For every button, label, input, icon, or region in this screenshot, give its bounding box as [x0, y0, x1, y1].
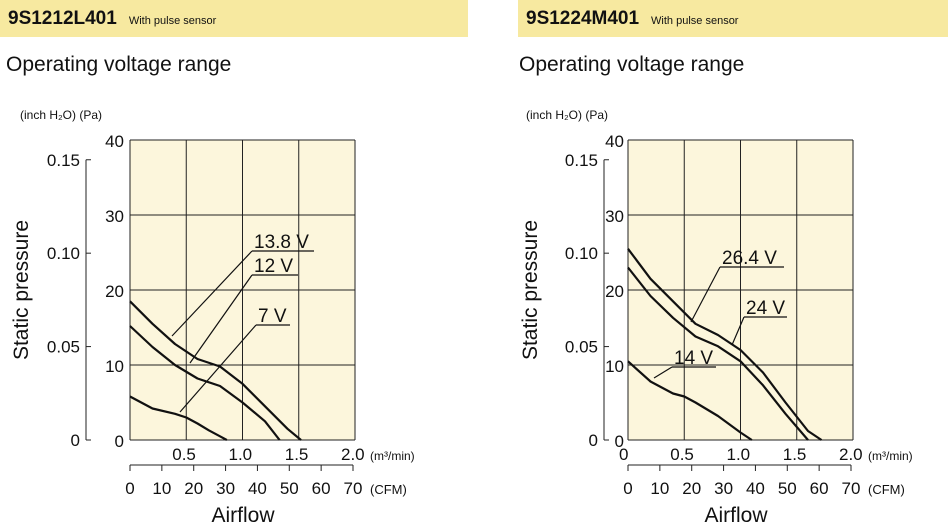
inch-tick-label: 0 [71, 431, 80, 450]
panel-right: 9S1224M401 With pulse sensor Operating vo… [474, 0, 948, 528]
x-tick-label: 0.5 [172, 445, 196, 464]
x-tick-label: 0 [619, 445, 628, 464]
x-tick-label: 1.5 [783, 445, 807, 464]
series-line [627, 266, 809, 441]
inch-tick-label: 0.05 [47, 338, 80, 357]
cfm-tick-label: 50 [280, 479, 299, 498]
x-tick-label: 2.0 [341, 445, 365, 464]
series-line [129, 395, 228, 441]
y-axis-title: Static pressure [10, 220, 33, 360]
series-label: 24 V [746, 298, 785, 319]
cfm-tick-label: 10 [650, 479, 669, 498]
inch-unit-label: (inch H₂O) (Pa) [526, 108, 608, 122]
series-line [627, 248, 823, 441]
x-tick-label: 2.0 [839, 445, 863, 464]
cfm-tick-label: 20 [184, 479, 203, 498]
cfm-unit-label: (CFM) [868, 482, 905, 497]
x-axis-title: Airflow [211, 504, 275, 527]
cfm-tick-label: 0 [125, 479, 134, 498]
feature-label: With pulse sensor [651, 15, 739, 27]
series-line [627, 360, 753, 441]
cfm-tick-label: 10 [152, 479, 171, 498]
pq-chart-left: 0 10 20 30 40 0 0.05 0.10 0.15 (inch H₂O) (Pa) Sta… [10, 108, 415, 527]
x-axis-title: Airflow [704, 504, 768, 527]
model-title: 9S1224M401 With pulse sensor [526, 8, 739, 29]
chart-subtitle: Operating voltage range [6, 53, 232, 76]
cfm-tick-label: 0 [623, 479, 632, 498]
chart-subtitle: Operating voltage range [519, 53, 745, 76]
y-tick-label: 20 [105, 282, 124, 301]
y-tick-label: 30 [605, 207, 624, 226]
y-tick-label: 20 [605, 282, 624, 301]
cfm-tick-label: 30 [216, 479, 235, 498]
cfm-tick-label: 30 [714, 479, 733, 498]
label-leader [189, 274, 253, 364]
cfm-tick-label: 60 [312, 479, 331, 498]
y-tick-label: 10 [105, 357, 124, 376]
inch-tick-label: 0 [589, 431, 598, 450]
inch-tick-label: 0.15 [565, 151, 598, 170]
model-title: 9S1212L401 With pulse sensor [8, 8, 217, 29]
cfm-tick-label: 70 [344, 479, 363, 498]
cfm-tick-label: 40 [248, 479, 267, 498]
x-tick-label: 1.0 [229, 445, 253, 464]
series-label: 13.8 V [254, 232, 309, 253]
cfm-tick-label: 60 [810, 479, 829, 498]
series-label: 14 V [674, 348, 713, 369]
feature-label: With pulse sensor [128, 15, 217, 27]
series-line [129, 325, 281, 441]
label-leader [731, 316, 745, 346]
series-label: 12 V [254, 256, 293, 277]
model-header: 9S1224M401 With pulse sensor [518, 0, 948, 37]
y-tick-label: 0 [115, 432, 124, 451]
y-axis-title: Static pressure [519, 220, 542, 360]
y-tick-label: 40 [605, 132, 624, 151]
x-tick-label: 0.5 [670, 445, 694, 464]
label-leader [690, 266, 721, 323]
x-tick-label: 1.0 [727, 445, 751, 464]
series-label: 26.4 V [722, 248, 777, 269]
inch-tick-label: 0.15 [47, 151, 80, 170]
inch-tick-label: 0.10 [47, 244, 80, 263]
cfm-tick-label: 70 [842, 479, 861, 498]
series-label: 7 V [258, 306, 287, 327]
cfm-tick-label: 20 [682, 479, 701, 498]
label-leader [179, 324, 257, 413]
model-header: 9S1212L401 With pulse sensor [0, 0, 468, 37]
y-tick-label: 10 [605, 357, 624, 376]
x-tick-label: 1.5 [285, 445, 309, 464]
pq-chart-right: 0 10 20 30 40 0 0.05 0.10 0.15 (inch H₂O) (Pa) Sta… [519, 108, 913, 527]
cfm-tick-label: 40 [746, 479, 765, 498]
y-tick-label: 30 [105, 207, 124, 226]
x-unit-label: (m³/min) [370, 449, 415, 463]
label-leader [171, 250, 253, 337]
cfm-unit-label: (CFM) [370, 482, 407, 497]
panel-left: 9S1212L401 With pulse sensor Operating vo… [0, 0, 468, 527]
cfm-tick-label: 50 [778, 479, 797, 498]
x-unit-label: (m³/min) [868, 449, 913, 463]
inch-unit-label: (inch H₂O) (Pa) [20, 108, 102, 122]
y-tick-label: 0 [615, 432, 624, 451]
inch-tick-label: 0.05 [565, 338, 598, 357]
inch-tick-label: 0.10 [565, 244, 598, 263]
y-tick-label: 40 [105, 132, 124, 151]
label-leader [653, 366, 673, 379]
